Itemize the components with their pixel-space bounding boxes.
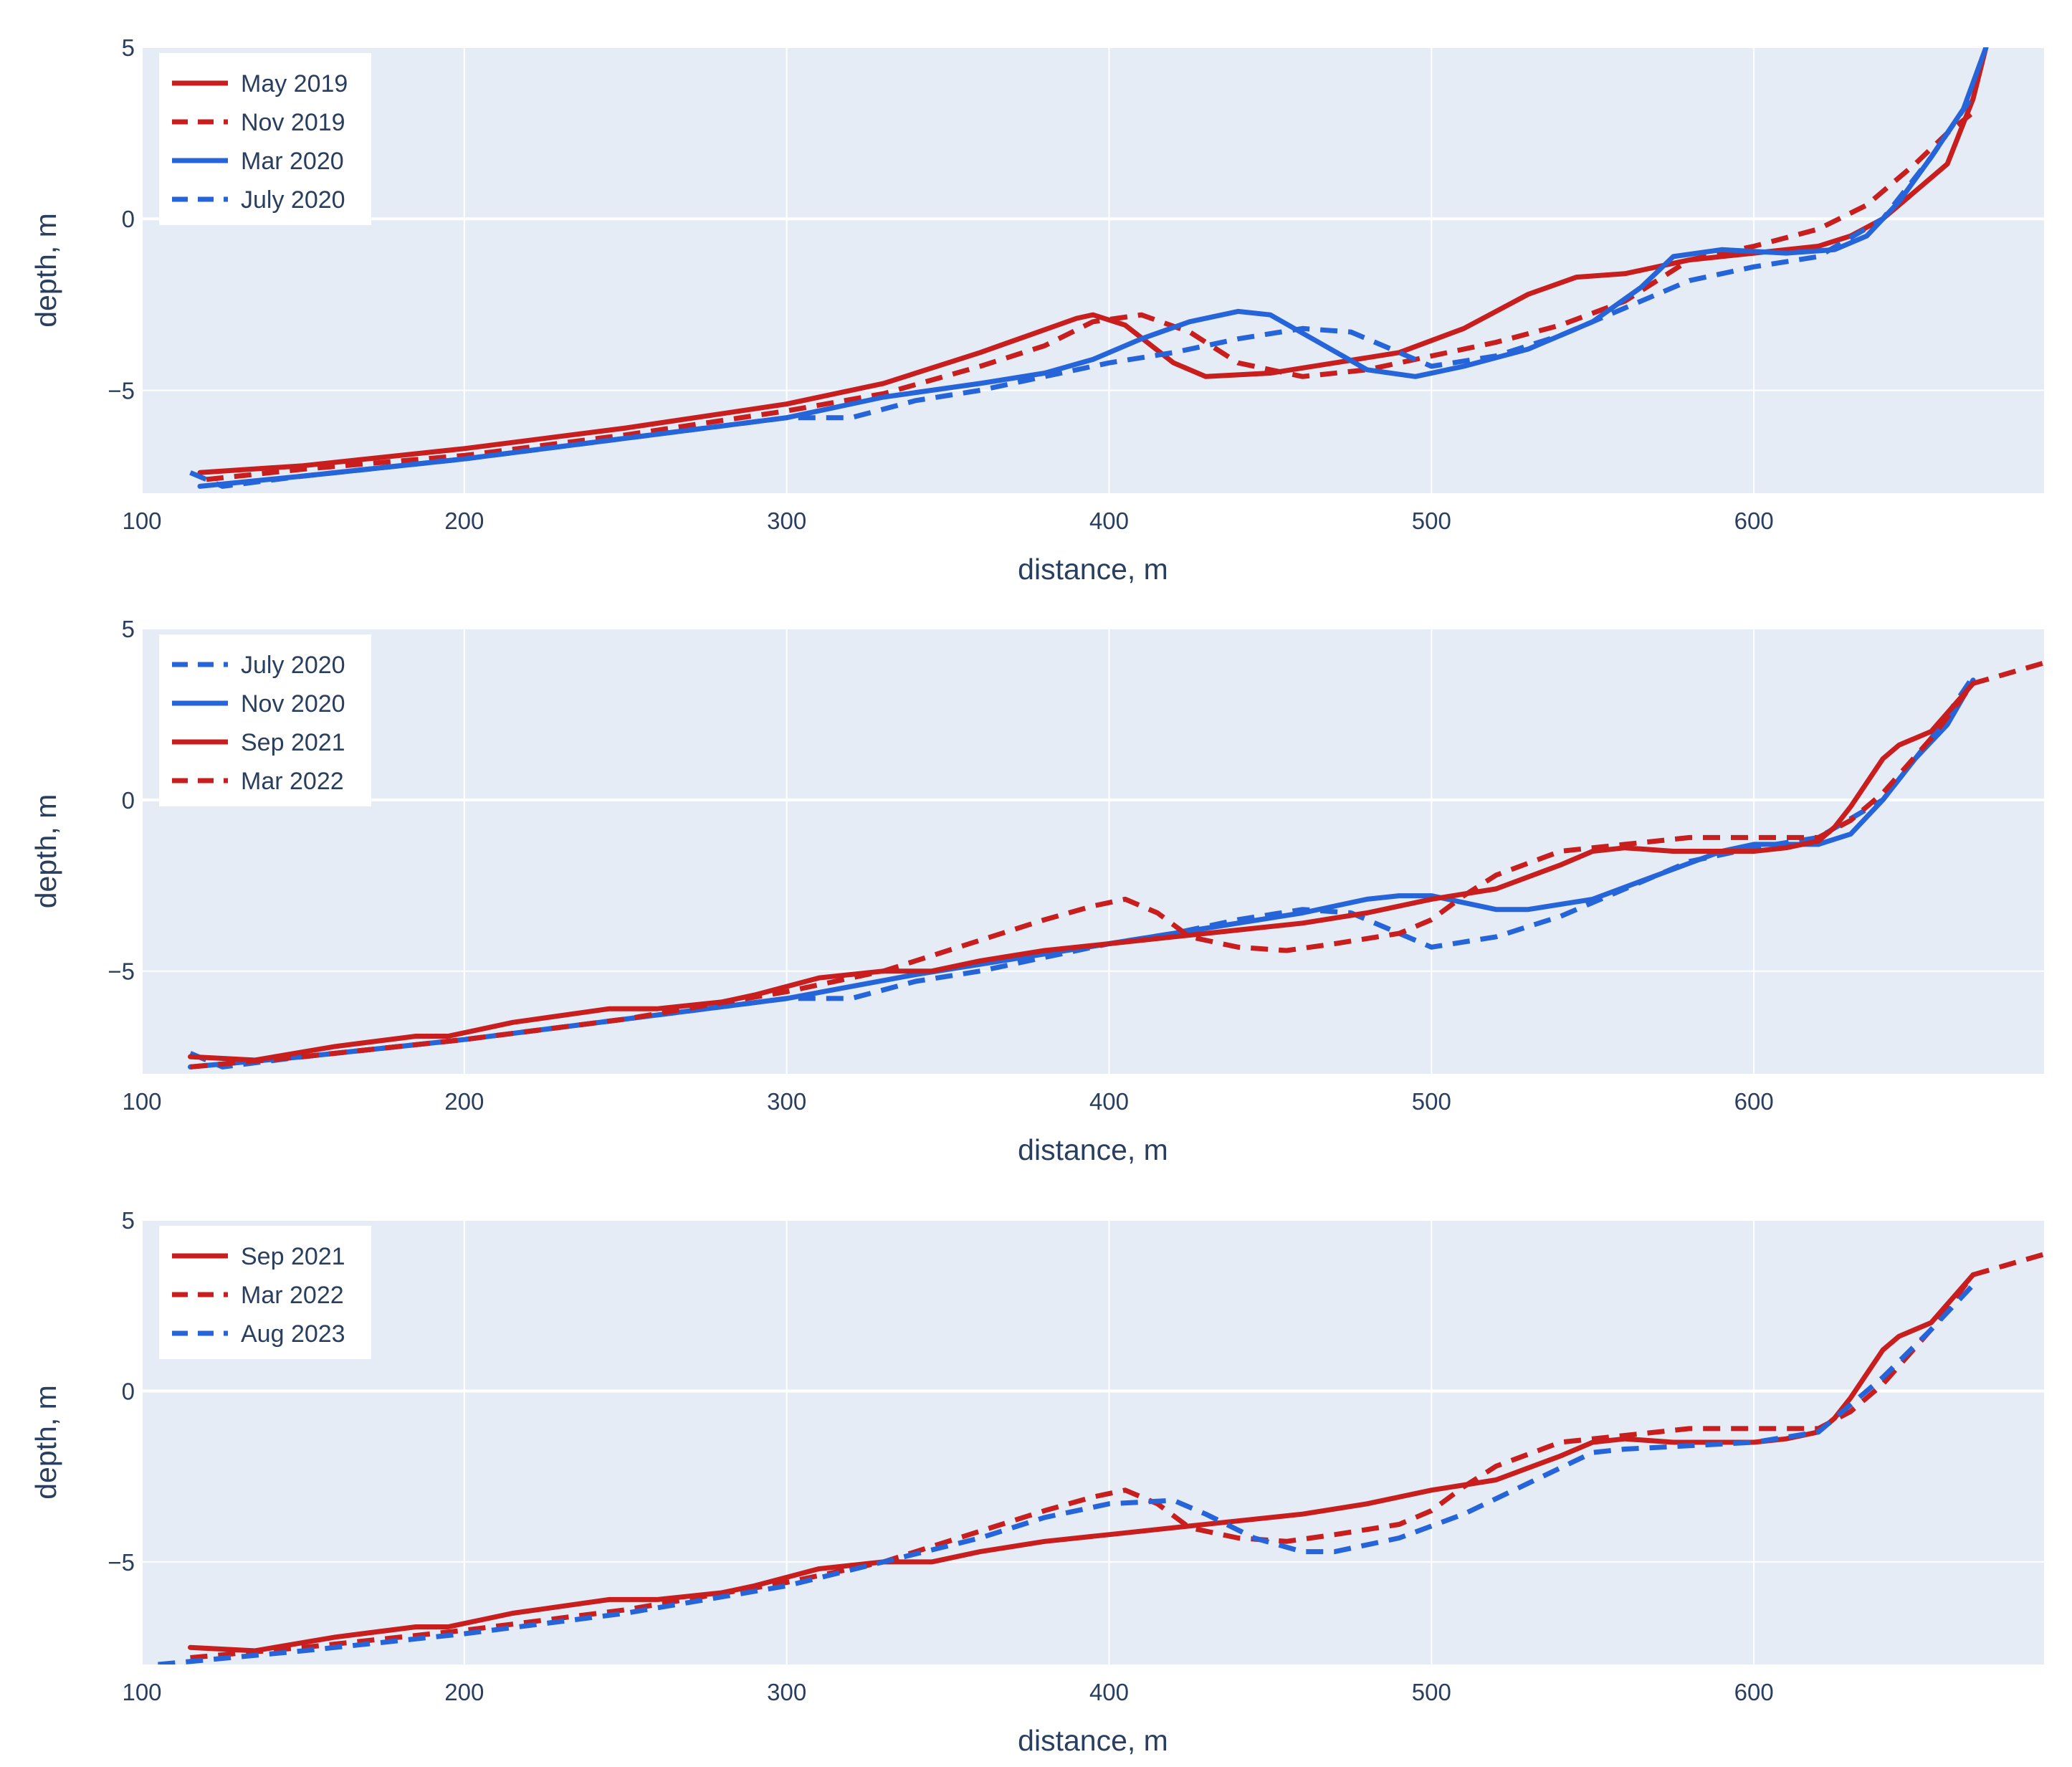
y-axis-title: depth, m [29, 1385, 62, 1500]
legend: May 2019 Nov 2019 Mar 2020 July 2020 [159, 53, 371, 225]
series-line-sep-2021 [188, 1272, 1976, 1654]
x-tick-label: 200 [444, 508, 484, 534]
series-lines [158, 1252, 2044, 1664]
x-tick-label: 100 [122, 508, 161, 534]
x-tick-label: 300 [767, 508, 806, 534]
x-tick-label: 400 [1089, 1679, 1129, 1705]
x-tick-label: 100 [122, 1088, 161, 1115]
legend-label: Nov 2019 [241, 109, 345, 136]
y-tick-label: −5 [108, 1549, 135, 1576]
series-line-sep-2021 [188, 680, 1976, 1063]
x-tick-label: 600 [1734, 1679, 1774, 1705]
x-tick-label: 500 [1412, 1679, 1451, 1705]
legend: July 2020 Nov 2020 Sep 2021 Mar 2022 [159, 634, 371, 806]
legend-item-may-2019[interactable]: May 2019 [172, 70, 348, 97]
legend-label: Aug 2023 [241, 1320, 345, 1348]
legend-label: Mar 2020 [241, 148, 344, 175]
x-axis-title: distance, m [1018, 1133, 1168, 1166]
legend-box [159, 1226, 371, 1359]
x-tick-label: 600 [1734, 508, 1774, 534]
series-line-mar-2020 [197, 47, 1989, 489]
legend-label: Nov 2020 [241, 690, 345, 718]
x-tick-label: 500 [1412, 1088, 1451, 1115]
x-tick-label: 200 [444, 1679, 484, 1705]
series-lines [189, 47, 1989, 489]
legend-item-nov-2020[interactable]: Nov 2020 [172, 690, 345, 718]
legend-label: Mar 2022 [241, 1282, 344, 1309]
legend-label: Mar 2022 [241, 768, 344, 795]
legend-item-july-2020[interactable]: July 2020 [172, 186, 345, 214]
legend-label: July 2020 [241, 186, 345, 214]
series-line-mar-2022 [190, 660, 2044, 1070]
x-tick-label: 600 [1734, 1088, 1774, 1115]
legend-item-mar-2022[interactable]: Mar 2022 [172, 1282, 344, 1309]
y-tick-label: −5 [108, 958, 135, 985]
series-line-july-2020 [189, 94, 1975, 489]
x-tick-label: 300 [767, 1088, 806, 1115]
y-tick-label: 0 [122, 787, 135, 814]
series-line-nov-2020 [188, 677, 1976, 1070]
legend-item-mar-2020[interactable]: Mar 2020 [172, 148, 344, 175]
x-tick-label: 400 [1089, 508, 1129, 534]
legend-item-mar-2022[interactable]: Mar 2022 [172, 768, 344, 795]
legend-box [159, 634, 371, 806]
x-axis-title: distance, m [1018, 1724, 1168, 1757]
x-tick-label: 300 [767, 1679, 806, 1705]
legend-item-sep-2021[interactable]: Sep 2021 [172, 729, 345, 756]
plot-area [142, 47, 2044, 493]
x-tick-label: 400 [1089, 1088, 1129, 1115]
y-axis-title: depth, m [29, 213, 62, 328]
series-line-nov-2019 [206, 110, 1975, 482]
legend-label: May 2019 [241, 70, 348, 97]
y-tick-label: 5 [122, 616, 135, 642]
chart-panel-2: 100 200 300 400 500 600 5 0 −5 distance, m depth, … [29, 616, 2044, 1166]
y-tick-label: −5 [108, 377, 135, 404]
legend-label: Sep 2021 [241, 1243, 345, 1270]
x-tick-label: 100 [122, 1679, 161, 1705]
legend-item-aug-2023[interactable]: Aug 2023 [172, 1320, 345, 1348]
legend: Sep 2021 Mar 2022 Aug 2023 [159, 1226, 371, 1359]
series-lines [188, 660, 2044, 1070]
legend-item-nov-2019[interactable]: Nov 2019 [172, 109, 345, 136]
y-tick-label: 5 [122, 1207, 135, 1234]
y-axis-title: depth, m [29, 794, 62, 909]
y-tick-label: 0 [122, 206, 135, 232]
y-tick-label: 5 [122, 34, 135, 61]
series-line-july-2020 [189, 675, 1975, 1070]
chart-panel-3: 100 200 300 400 500 600 5 0 −5 distance, m depth, … [29, 1207, 2044, 1757]
y-tick-label: 0 [122, 1378, 135, 1404]
legend-item-sep-2021[interactable]: Sep 2021 [172, 1243, 345, 1270]
chart-panel-1: 100 200 300 400 500 600 5 0 −5 distance, m depth, … [29, 34, 2044, 586]
x-tick-label: 500 [1412, 508, 1451, 534]
legend-item-july-2020[interactable]: July 2020 [172, 652, 345, 679]
x-tick-label: 200 [444, 1088, 484, 1115]
legend-label: July 2020 [241, 652, 345, 679]
legend-label: Sep 2021 [241, 729, 345, 756]
x-axis-title: distance, m [1018, 553, 1168, 586]
